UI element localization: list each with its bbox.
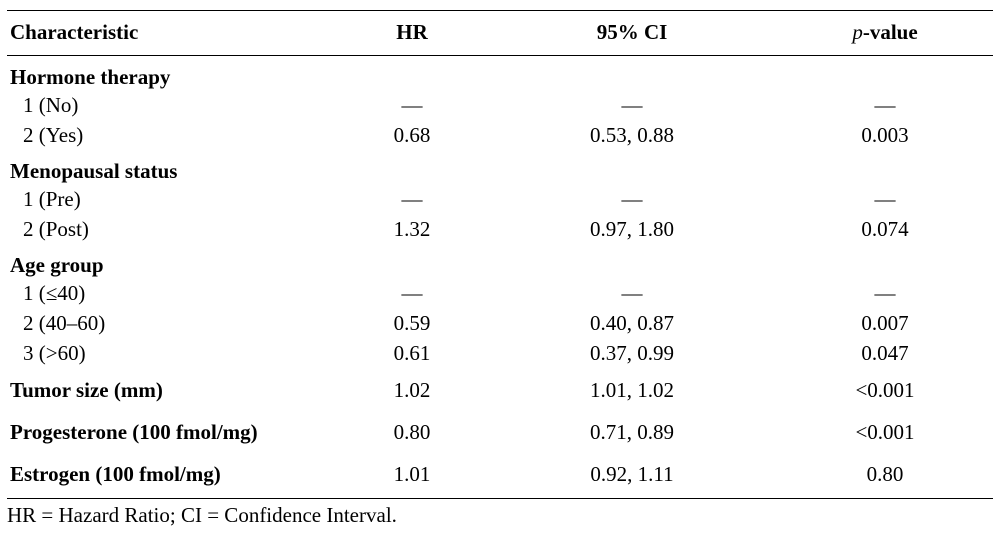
row-p: 0.074 (861, 217, 909, 241)
row-hr: — (401, 281, 423, 305)
row-p: 0.007 (861, 311, 909, 335)
row-p: — (874, 93, 896, 117)
table-row: Progesterone (100 fmol/mg) 0.80 0.71, 0.… (7, 410, 993, 452)
row-label: 1 (No) (23, 93, 79, 117)
row-label: Progesterone (100 fmol/mg) (10, 420, 258, 444)
row-p: — (874, 187, 896, 211)
row-hr: 0.68 (393, 123, 431, 147)
row-p: 0.047 (861, 341, 909, 365)
group-header-row: Hormone therapy (7, 56, 993, 91)
header-p-rest: -value (862, 20, 918, 44)
table-row: 2 (Yes) 0.68 0.53, 0.88 0.003 (7, 120, 993, 150)
row-ci: 0.37, 0.99 (590, 341, 674, 365)
header-p-value: p-value (777, 10, 993, 56)
row-ci: 0.40, 0.87 (590, 311, 674, 335)
table-row: 3 (>60) 0.61 0.37, 0.99 0.047 (7, 338, 993, 368)
row-ci: 0.97, 1.80 (590, 217, 674, 241)
header-p-italic: p (852, 20, 863, 44)
group-header-row: Age group (7, 244, 993, 278)
header-ci: 95% CI (487, 10, 777, 56)
row-label: 1 (≤40) (23, 281, 86, 305)
results-table-container: Characteristic HR 95% CI p-value Hormone… (7, 10, 993, 499)
table-footnote: HR = Hazard Ratio; CI = Confidence Inter… (7, 503, 397, 527)
group-header-row: Menopausal status (7, 150, 993, 184)
row-hr: 0.59 (393, 311, 431, 335)
row-ci: — (621, 93, 643, 117)
table-row: 2 (40–60) 0.59 0.40, 0.87 0.007 (7, 308, 993, 338)
row-hr: — (401, 187, 423, 211)
row-label: 2 (Yes) (23, 123, 84, 147)
row-ci: 1.01, 1.02 (590, 378, 674, 402)
row-hr: 0.61 (393, 341, 431, 365)
table-row: 1 (No) — — — (7, 90, 993, 120)
row-label: 3 (>60) (23, 341, 86, 365)
table-row: 1 (≤40) — — — (7, 278, 993, 308)
table-row: 1 (Pre) — — — (7, 184, 993, 214)
row-p: <0.001 (855, 378, 915, 402)
row-p: — (874, 281, 896, 305)
table-body: Hormone therapy 1 (No) — — — 2 (Yes) 0.6… (7, 56, 993, 499)
row-p: 0.80 (777, 452, 993, 499)
header-row: Characteristic HR 95% CI p-value (7, 10, 993, 56)
hazard-ratio-table: Characteristic HR 95% CI p-value Hormone… (7, 10, 993, 499)
row-p: <0.001 (855, 420, 915, 444)
row-hr: 0.80 (393, 420, 431, 444)
row-ci: 0.92, 1.11 (487, 452, 777, 499)
table-header: Characteristic HR 95% CI p-value (7, 10, 993, 56)
table-row: Tumor size (mm) 1.02 1.01, 1.02 <0.001 (7, 368, 993, 410)
header-hr: HR (337, 10, 487, 56)
row-ci: — (621, 281, 643, 305)
header-characteristic: Characteristic (7, 10, 337, 56)
table-row: Estrogen (100 fmol/mg) 1.01 0.92, 1.11 0… (7, 452, 993, 499)
table-row: 2 (Post) 1.32 0.97, 1.80 0.074 (7, 214, 993, 244)
row-label: 1 (Pre) (23, 187, 81, 211)
group-title: Hormone therapy (10, 65, 171, 89)
group-title: Age group (10, 253, 104, 277)
row-hr: 1.02 (393, 378, 431, 402)
row-ci: — (621, 187, 643, 211)
row-label: 2 (40–60) (23, 311, 106, 335)
group-title: Menopausal status (10, 159, 178, 183)
row-ci: 0.53, 0.88 (590, 123, 674, 147)
row-label: Estrogen (100 fmol/mg) (7, 452, 337, 499)
row-hr: 1.01 (337, 452, 487, 499)
row-label: Tumor size (mm) (10, 378, 163, 402)
row-p: 0.003 (861, 123, 909, 147)
row-label: 2 (Post) (23, 217, 89, 241)
row-hr: — (401, 93, 423, 117)
row-ci: 0.71, 0.89 (590, 420, 674, 444)
row-hr: 1.32 (393, 217, 431, 241)
